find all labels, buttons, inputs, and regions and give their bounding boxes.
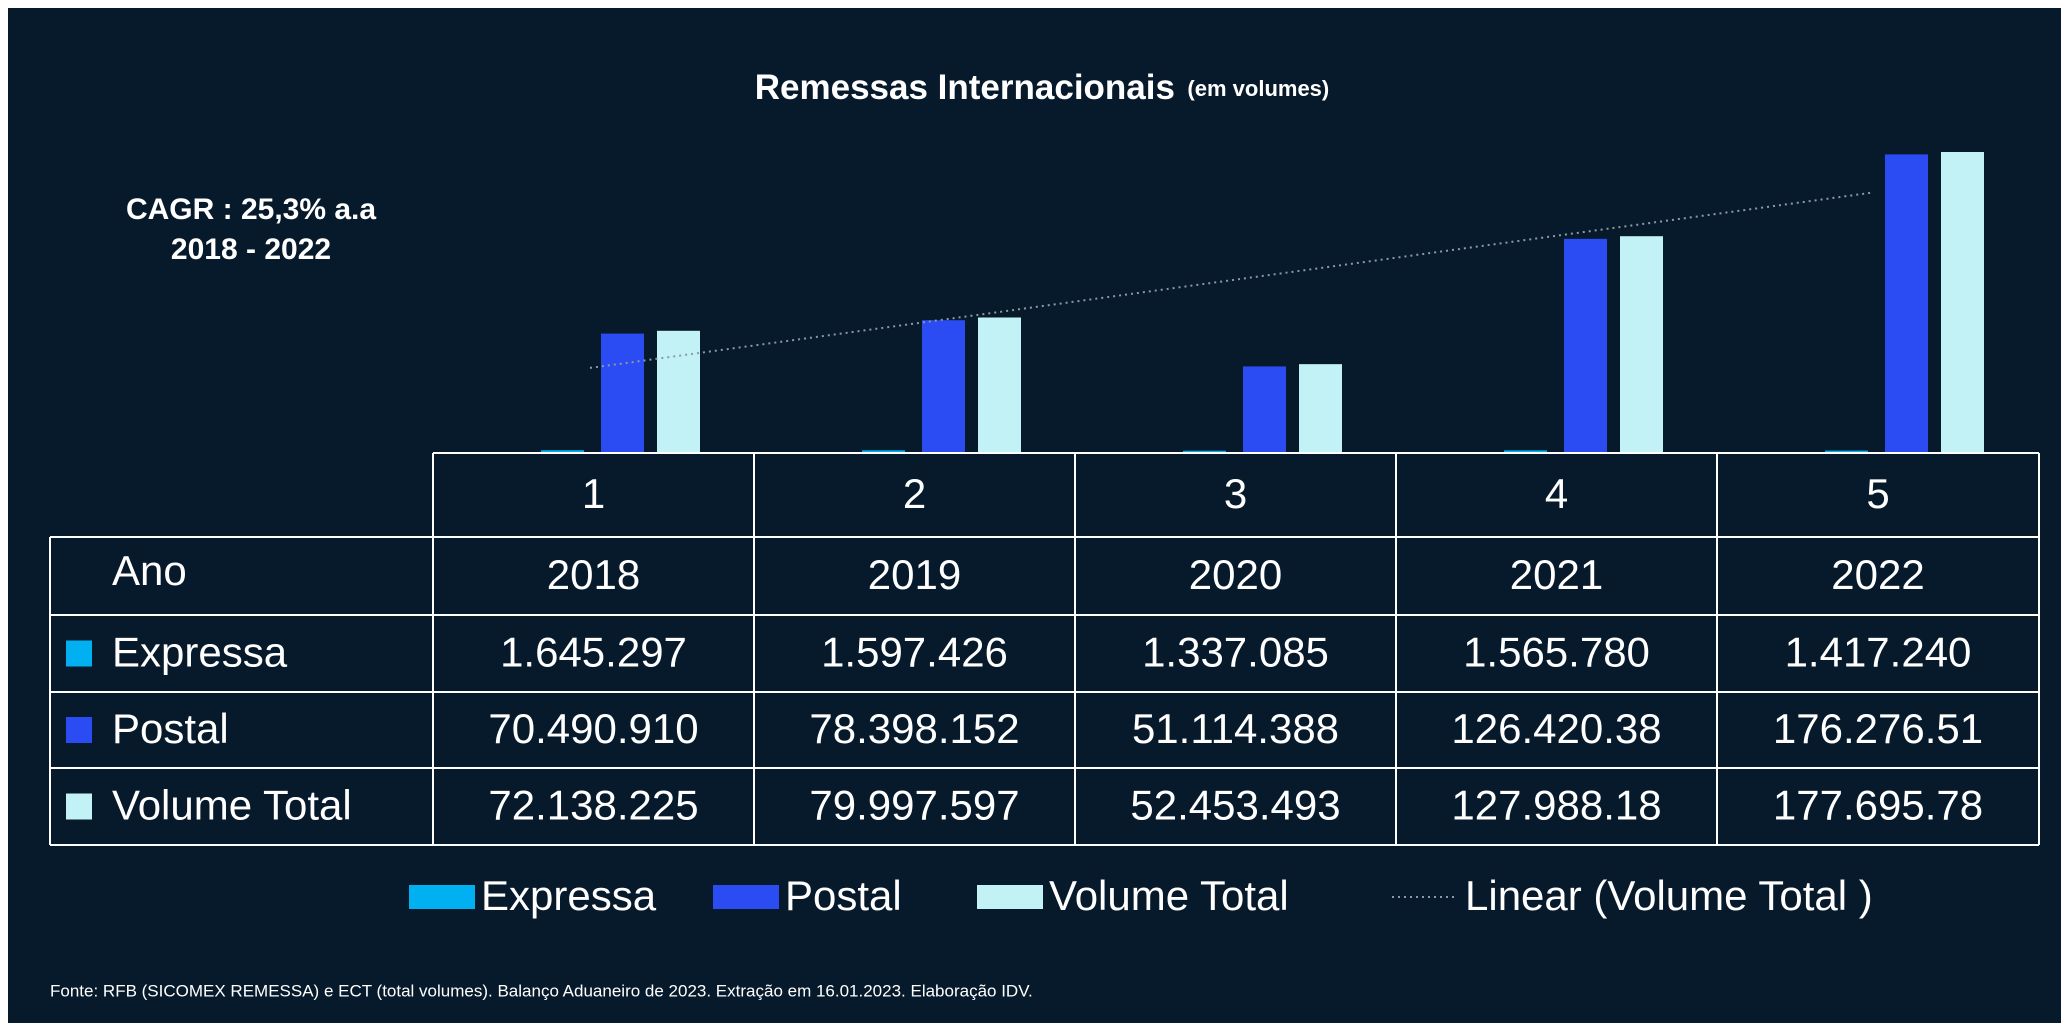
bar <box>1299 364 1342 453</box>
chart-title-group: Remessas Internacionais (em volumes) <box>755 68 1330 107</box>
category-label: 3 <box>1224 470 1247 517</box>
table-cell: 177.695.78 <box>1773 782 1983 829</box>
year-label: 2020 <box>1189 551 1282 598</box>
table-cell: 52.453.493 <box>1130 782 1340 829</box>
table-cell: 1.597.426 <box>821 629 1008 676</box>
row-label: Volume Total <box>112 782 352 829</box>
legend-label: Volume Total <box>1049 872 1289 919</box>
table-cell: 51.114.388 <box>1132 705 1339 752</box>
table-cell: 127.988.18 <box>1451 782 1661 829</box>
bar <box>1620 236 1663 453</box>
legend-swatch <box>977 885 1043 909</box>
bar <box>922 320 965 453</box>
table-cell: 70.490.910 <box>488 705 698 752</box>
table-cell: 78.398.152 <box>809 705 1019 752</box>
year-label: 2021 <box>1510 551 1603 598</box>
category-label: 5 <box>1866 470 1889 517</box>
bar <box>1243 366 1286 453</box>
bar <box>541 450 584 453</box>
background <box>8 8 2061 1023</box>
table-cell: 79.997.597 <box>809 782 1019 829</box>
row-label: Expressa <box>112 629 288 676</box>
year-label: 2019 <box>868 551 961 598</box>
row-swatch <box>66 640 92 667</box>
bar <box>1564 238 1607 453</box>
bar <box>1885 154 1928 453</box>
bar <box>1183 450 1226 453</box>
bar <box>1941 152 1984 453</box>
table-cell: 176.276.51 <box>1773 705 1983 752</box>
legend-label: Postal <box>785 872 902 919</box>
table-cell: 1.645.297 <box>500 629 687 676</box>
chart-title: Remessas Internacionais <box>755 68 1175 107</box>
chart-subtitle: (em volumes) <box>1187 76 1329 101</box>
row-header: Ano <box>112 547 187 594</box>
source-note: Fonte: RFB (SICOMEX REMESSA) e ECT (tota… <box>50 981 1033 1000</box>
bar <box>601 333 644 453</box>
category-label: 1 <box>582 470 605 517</box>
table-cell: 126.420.38 <box>1451 705 1661 752</box>
table-cell: 1.565.780 <box>1463 629 1650 676</box>
legend-swatch <box>409 885 475 909</box>
year-label: 2022 <box>1831 551 1924 598</box>
bar <box>978 317 1021 453</box>
table-cell: 1.417.240 <box>1785 629 1972 676</box>
annotation: CAGR : 25,3% a.a <box>126 193 376 226</box>
legend-label: Linear (Volume Total ) <box>1465 872 1873 919</box>
bar <box>657 330 700 453</box>
year-label: 2018 <box>547 551 640 598</box>
row-label: Postal <box>112 705 229 752</box>
table-cell: 1.337.085 <box>1142 629 1329 676</box>
category-label: 4 <box>1545 470 1568 517</box>
bar <box>1504 450 1547 453</box>
bar <box>862 450 905 453</box>
category-label: 2 <box>903 470 926 517</box>
legend-swatch <box>713 885 779 909</box>
bar <box>1825 450 1868 453</box>
row-swatch <box>66 793 92 820</box>
annotation: 2018 - 2022 <box>171 233 331 266</box>
row-swatch <box>66 717 92 743</box>
legend-label: Expressa <box>481 872 657 919</box>
table-cell: 72.138.225 <box>488 782 698 829</box>
